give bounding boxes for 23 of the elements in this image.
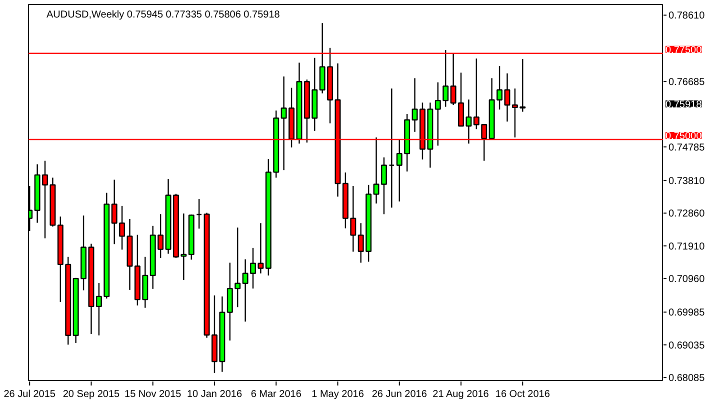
x-tick-label: 15 Nov 2015 [124,389,182,400]
y-tick-label: 0.76685 [668,76,706,88]
x-tick-label: 1 May 2016 [312,389,364,400]
y-tick-label: 0.68085 [668,373,706,384]
x-tick-label: 26 Jul 2015 [4,389,56,400]
ref-line-label: 0.77500 [666,44,702,56]
y-tick-label: 0.73810 [668,176,706,187]
y-tick-label: 0.69035 [668,340,706,352]
text: 0.75918 [666,99,702,110]
y-tick-label: 0.74785 [668,142,706,154]
x-tick-label: 16 Oct 2016 [495,389,550,400]
x-tick-label: 26 Jun 2016 [372,389,428,400]
y-tick-label: 0.78610 [668,10,706,22]
y-tick-label: 0.69985 [668,308,706,319]
y-tick-label: 0.70960 [668,274,706,286]
x-tick-label: 6 Mar 2016 [250,389,302,400]
x-tick-label: 10 Jan 2016 [186,389,242,400]
x-tick-label: 21 Aug 2016 [432,389,490,400]
x-tick-label: 20 Sep 2015 [62,389,120,400]
y-tick-label: 0.71910 [668,241,706,252]
text: AUDUSD,Weekly 0.75945 0.77335 0.75806 0.75918 [46,10,280,20]
y-tick-label: 0.72860 [668,208,706,220]
ref-line-label: 0.75000 [666,130,702,142]
